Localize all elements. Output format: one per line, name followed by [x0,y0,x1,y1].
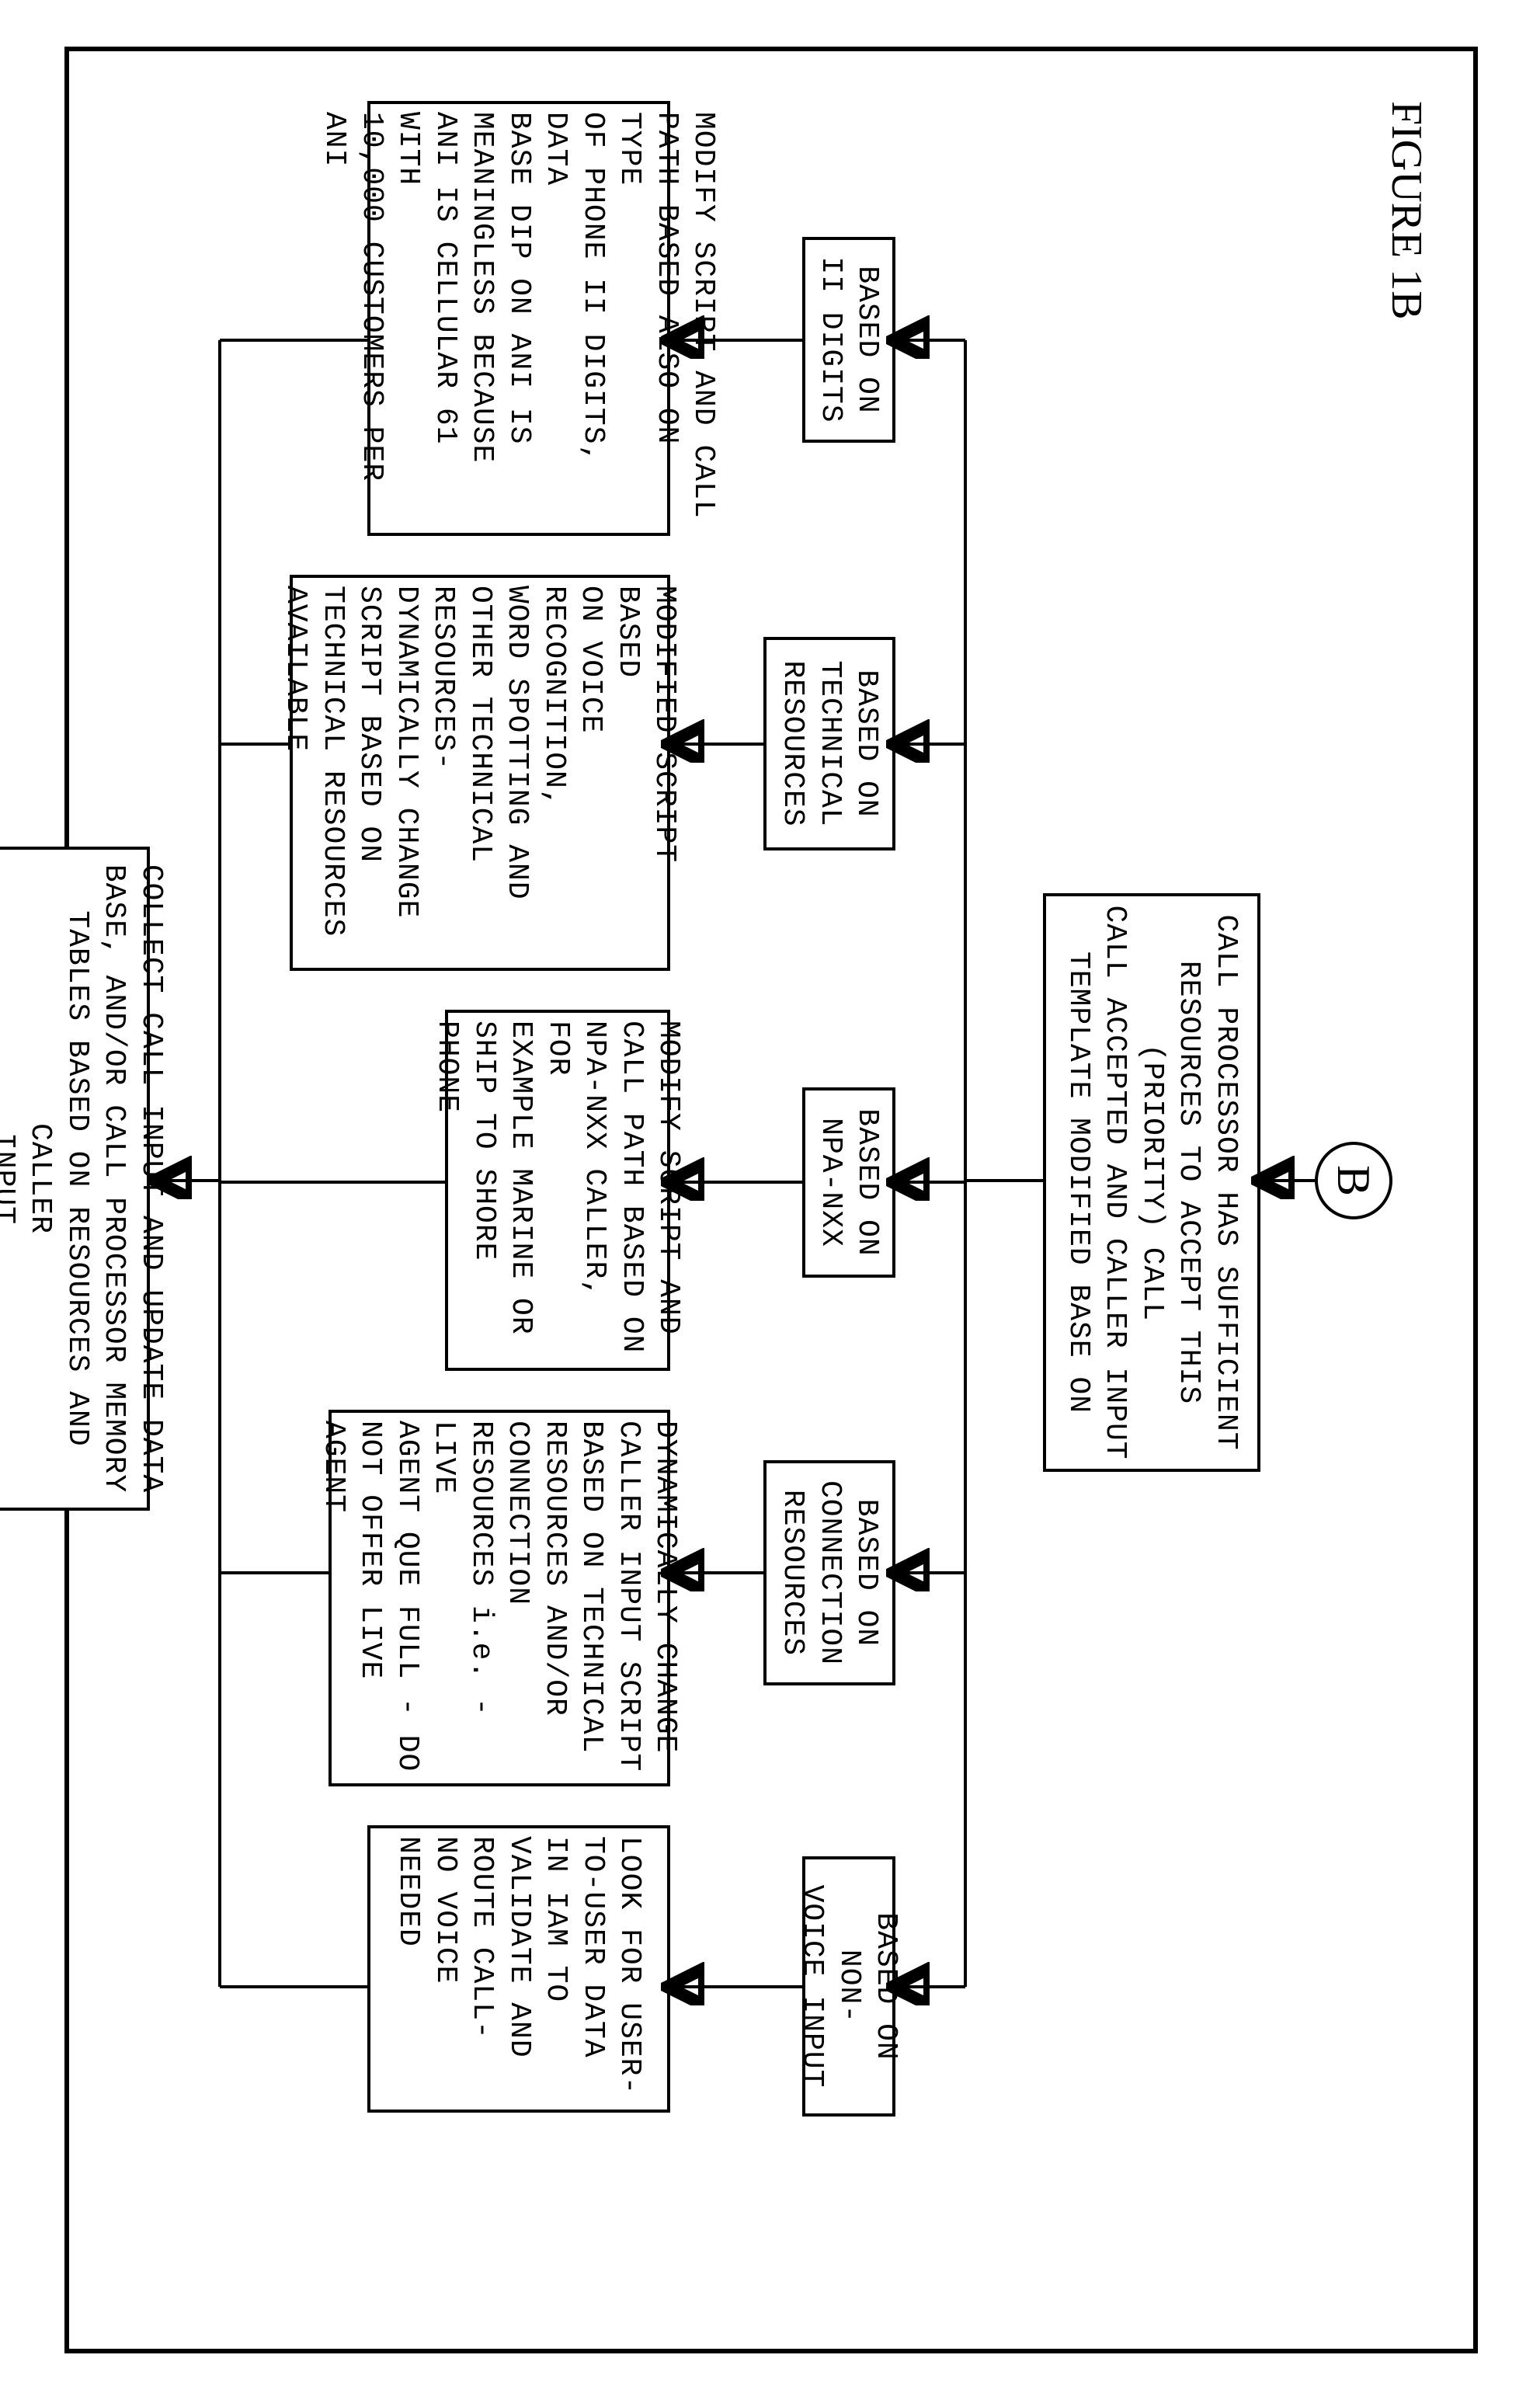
criteria-npa-nxx: BASED ON NPA-NXX [802,1087,895,1278]
criteria-non-voice: BASED ON NON- VOICE INPUT [802,1856,895,2117]
detail-non-voice: LOOK FOR USER- TO-USER DATA IN IAM TO VA… [367,1825,670,2113]
detail-tech-resources: MODIFIED SCRIPT BASED ON VOICE RECOGNITI… [290,575,670,971]
detail-connection-resources: DYNAMICALLY CHANGE CALLER INPUT SCRIPT B… [329,1410,670,1786]
detail-npa-nxx: MODIFY SCRIPT AND CALL PATH BASED ON NPA… [445,1010,670,1371]
connector-b-circle: B [1315,1142,1392,1219]
top-box: CALL PROCESSOR HAS SUFFICIENT RESOURCES … [1043,893,1260,1472]
criteria-ii-digits: BASED ON II DIGITS [802,237,895,443]
page-frame [64,47,1478,2353]
bottom-summary-box: COLLECT CALL INPUT AND UPDATE DATA BASE,… [0,847,150,1511]
figure-title: FIGURE 1B [1382,101,1431,320]
diagram-rotated-container: FIGURE 1B B CALL PROCESSOR HAS SUFFICIEN… [0,0,1540,2407]
criteria-tech-resources: BASED ON TECHNICAL RESOURCES [763,637,895,850]
detail-ii-digits: MODIFY SCRIPT AND CALL PATH BASED ALSO O… [367,101,670,536]
criteria-connection-resources: BASED ON CONNECTION RESOURCES [763,1460,895,1685]
connector-b-label: B [1327,1165,1381,1196]
